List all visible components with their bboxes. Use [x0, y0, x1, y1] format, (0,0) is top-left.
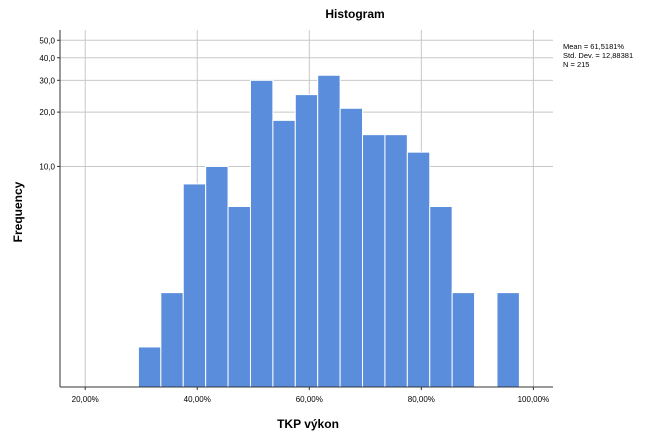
- histogram-bar: [205, 165, 229, 388]
- stats-std-dev: Std. Dev. = 12,88381: [563, 51, 633, 60]
- histogram-bar: [137, 346, 162, 388]
- x-axis-label: TKP výkon: [277, 417, 339, 431]
- histogram-bar: [339, 107, 364, 388]
- histogram-bar: [496, 292, 520, 388]
- x-axis-ticks: 20,00% 40,00% 60,00% 80,00% 100,00%: [72, 387, 550, 404]
- x-tick-label: 80,00%: [408, 395, 435, 404]
- histogram-bar: [294, 94, 319, 388]
- x-tick-label: 20,00%: [72, 395, 99, 404]
- y-tick-label: 50,0: [39, 36, 55, 45]
- histogram-bar: [227, 205, 251, 388]
- y-tick-label: 40,0: [39, 54, 55, 63]
- y-tick-label: 10,0: [39, 162, 55, 171]
- x-tick-label: 60,00%: [296, 395, 323, 404]
- histogram-bars: [137, 74, 520, 388]
- x-tick-label: 100,00%: [518, 395, 550, 404]
- histogram-bar: [384, 134, 408, 388]
- histogram-bar: [272, 119, 296, 388]
- stats-mean: Mean = 61,5181%: [563, 42, 624, 51]
- y-axis-label: Frequency: [11, 181, 25, 242]
- histogram-bar: [362, 134, 386, 388]
- stats-box: Mean = 61,5181% Std. Dev. = 12,88381 N =…: [563, 42, 633, 69]
- chart-title: Histogram: [325, 7, 384, 21]
- x-tick-label: 40,00%: [184, 395, 211, 404]
- stats-n: N = 215: [563, 60, 589, 69]
- y-axis-ticks: 10,0 20,0 30,0 40,0 50,0: [39, 36, 60, 171]
- y-tick-label: 20,0: [39, 108, 55, 117]
- histogram-bar: [317, 74, 341, 388]
- histogram-bar: [249, 79, 274, 388]
- histogram-bar: [451, 292, 476, 388]
- histogram-bar: [182, 183, 207, 388]
- histogram-bar: [406, 151, 431, 388]
- axes: [59, 30, 553, 388]
- histogram-bar: [429, 205, 453, 388]
- y-tick-label: 30,0: [39, 76, 55, 85]
- histogram-bar: [160, 292, 184, 388]
